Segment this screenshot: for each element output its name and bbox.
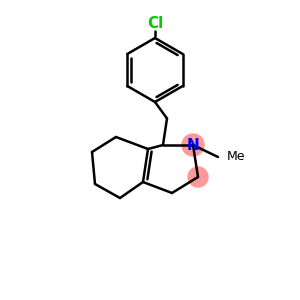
Circle shape bbox=[182, 134, 204, 156]
Text: N: N bbox=[187, 137, 200, 152]
Text: Me: Me bbox=[227, 151, 245, 164]
Circle shape bbox=[188, 167, 208, 187]
Text: Cl: Cl bbox=[147, 16, 163, 32]
